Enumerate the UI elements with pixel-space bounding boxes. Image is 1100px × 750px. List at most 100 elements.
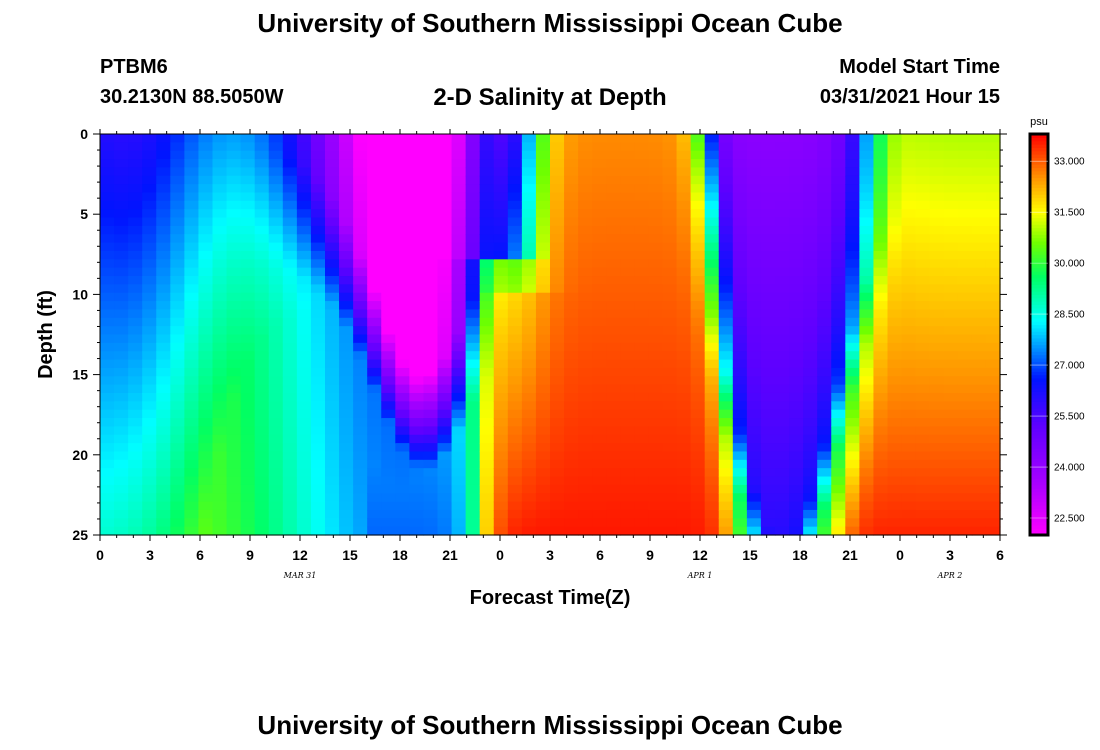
heatmap-cell [282,175,298,185]
heatmap-cell [339,184,354,194]
heatmap-cell [550,401,565,411]
heatmap-cell [929,509,945,519]
heatmap-cell [198,317,214,327]
heatmap-cell [732,234,748,244]
heatmap-cell [775,134,790,143]
heatmap-cell [170,501,185,511]
heatmap-cell [226,134,242,143]
heatmap-cell [690,351,706,361]
heatmap-cell [100,167,115,177]
y-tick-label: 20 [72,447,88,463]
heatmap-cell [746,301,762,311]
heatmap-cell [310,509,326,519]
heatmap-cell [845,225,860,235]
colorbar-frame [1028,132,1050,537]
heatmap-cell [507,259,523,269]
heatmap-cell [789,309,804,319]
heatmap-cell [395,317,410,327]
heatmap-cell [493,292,509,302]
colorbar-segment [1030,434,1048,439]
heatmap-cell [128,434,143,444]
heatmap-cell [226,267,242,277]
heatmap-cell [985,259,1001,269]
heatmap-cell [718,409,734,419]
heatmap-cell [395,418,410,427]
heatmap-cell [564,242,579,252]
heatmap-cell [268,259,284,269]
heatmap-cell [957,526,973,536]
heatmap-cell [704,401,720,411]
heatmap-cell [114,434,129,444]
heatmap-cell [606,317,621,327]
heatmap-cell [339,234,354,244]
colorbar-segment [1030,154,1048,158]
heatmap-cell [690,367,706,377]
heatmap-cell [606,518,621,528]
colorbar-segment [1030,361,1048,366]
heatmap-cell [479,459,495,469]
heatmap-cell [156,217,171,227]
heatmap-cell [634,142,650,152]
heatmap-cell [985,468,1001,478]
colorbar-segment [1030,287,1048,292]
heatmap-cell [634,209,650,219]
heatmap-cell [929,142,945,152]
heatmap-cell [479,317,495,327]
heatmap-cell [676,200,692,210]
heatmap-cell [240,426,256,436]
heatmap-cell [620,184,635,194]
heatmap-cell [339,334,354,344]
heatmap-cell [437,326,453,336]
heatmap-cell [142,418,157,427]
heatmap-cell [662,392,678,402]
heatmap-cell [142,167,157,177]
heatmap-cell [465,468,481,478]
heatmap-cell [240,459,256,469]
colorbar-segment [1030,424,1048,429]
heatmap-cell [268,276,284,285]
heatmap-cell [409,200,425,210]
heatmap-cell [451,225,467,235]
heatmap-cell [325,200,340,210]
heatmap-cell [859,301,875,311]
heatmap-cell [746,209,762,219]
heatmap-cell [170,484,185,494]
heatmap-cell [451,317,467,327]
heatmap-cell [620,317,635,327]
colorbar-segment [1030,317,1048,322]
colorbar-segment [1030,247,1048,252]
heatmap-cell [325,468,340,478]
heatmap-cell [662,418,678,427]
heatmap-cell [409,476,425,486]
heatmap-cell [451,217,467,227]
heatmap-cell [817,267,832,277]
colorbar-segment [1030,491,1048,496]
heatmap-cell [690,392,706,402]
heatmap-cell [859,200,875,210]
heatmap-cell [775,351,790,361]
heatmap-cell [170,284,185,294]
heatmap-cell [789,367,804,377]
heatmap-cell [451,259,467,269]
heatmap-cell [704,376,720,386]
heatmap-cell [985,342,1001,352]
heatmap-cell [381,259,396,269]
heatmap-cell [648,317,664,327]
x-tick-label: 6 [996,547,1004,563]
heatmap-cell [100,200,115,210]
heatmap-cell [423,142,439,152]
heatmap-cell [325,326,340,336]
heatmap-cell [620,518,635,528]
heatmap-cell [240,476,256,486]
heatmap-cell [240,451,256,461]
heatmap-cell [423,250,439,260]
heatmap-cell [156,134,171,143]
heatmap-cell [521,443,537,453]
heatmap-cell [198,217,214,227]
heatmap-cell [339,150,354,160]
heatmap-cell [240,267,256,277]
heatmap-cell [789,359,804,369]
heatmap-cell [170,426,185,436]
heatmap-cell [873,526,889,536]
heatmap-cell [296,159,312,169]
